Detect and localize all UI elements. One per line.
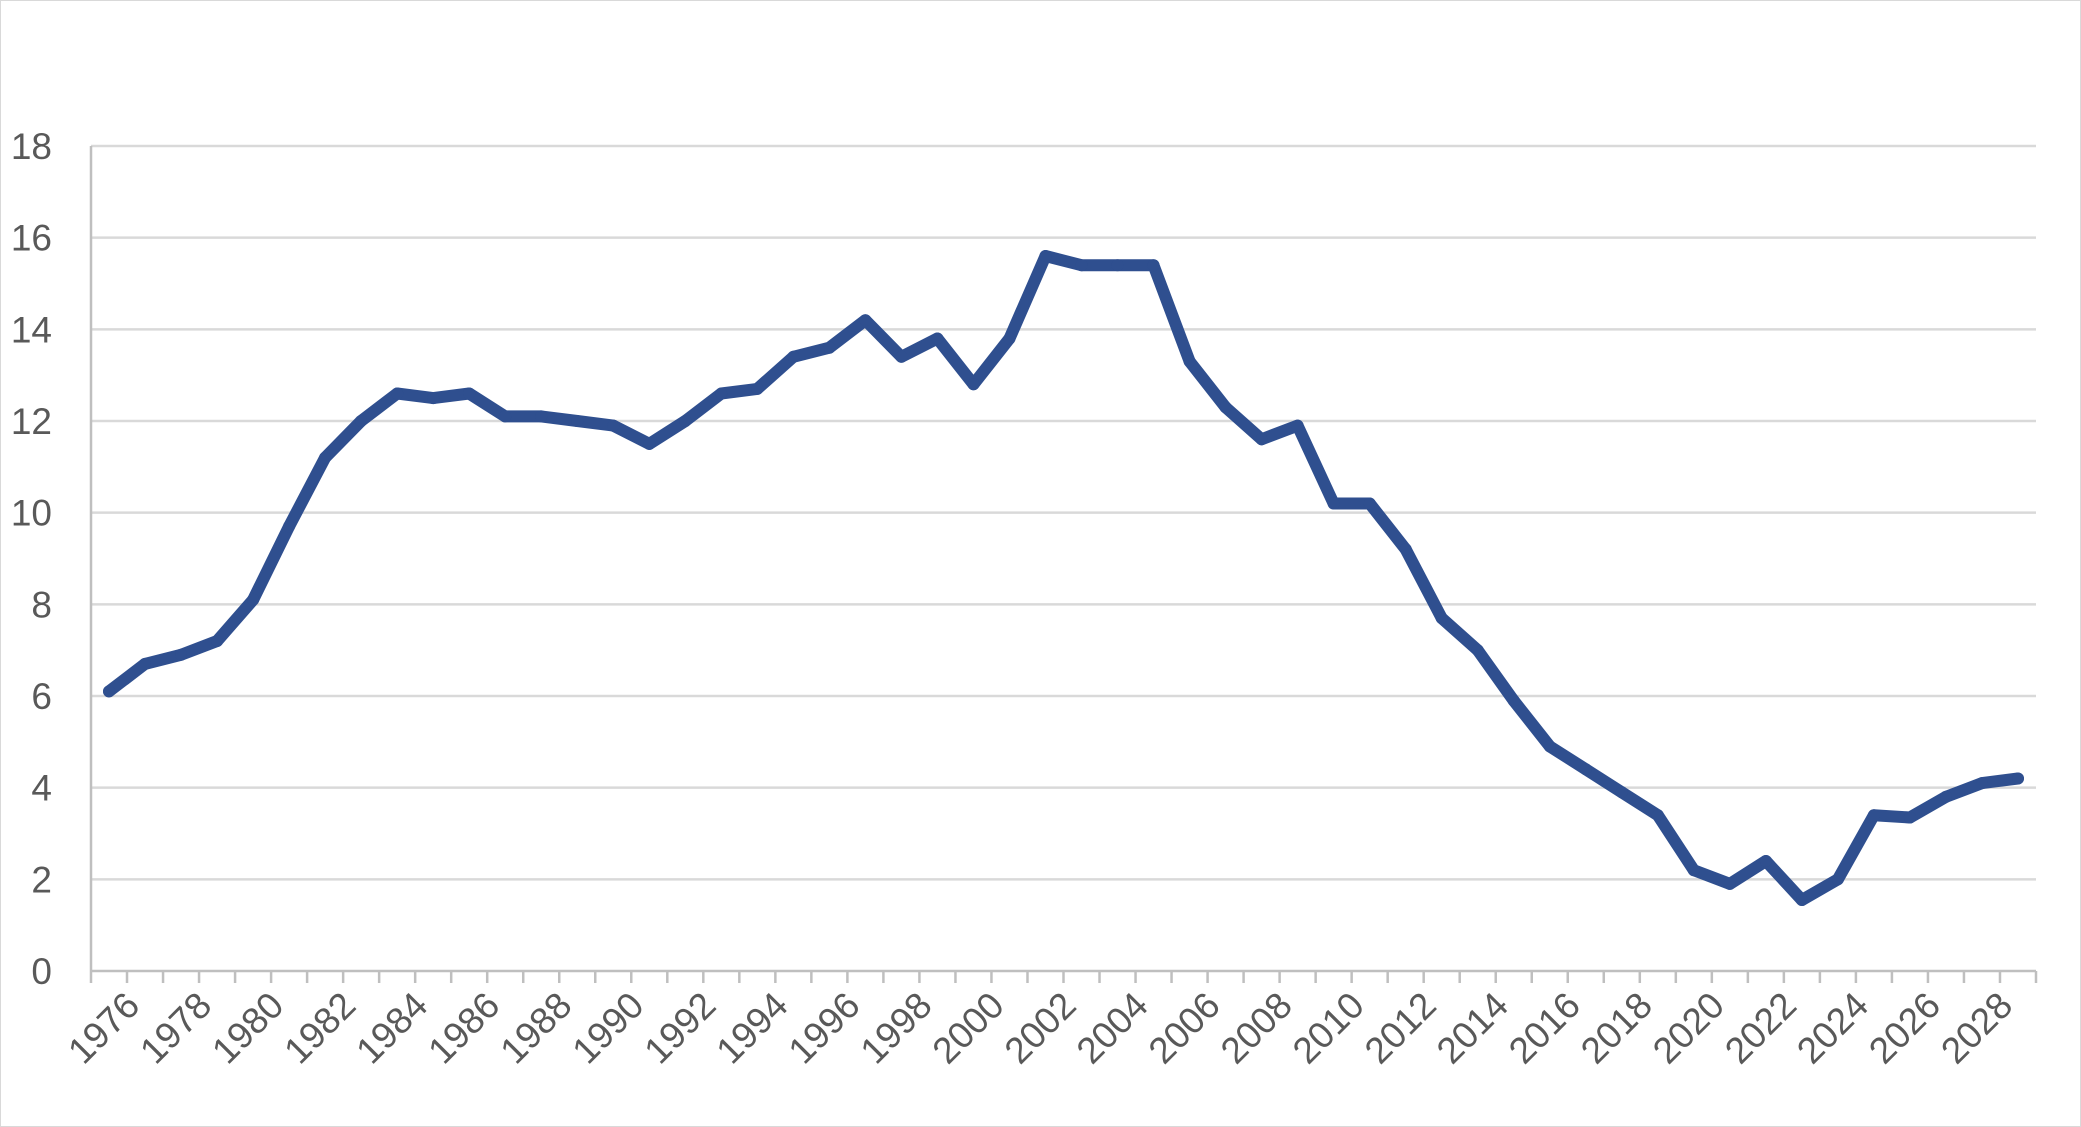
x-tick-label: 1986 [420,984,507,1071]
data-point-2028 [1976,777,1988,790]
data-point-1980 [247,593,260,606]
data-point-2001 [1003,332,1016,345]
data-point-1986 [463,387,476,400]
series-line-0 [103,250,2024,906]
x-tick-label: 2004 [1069,984,1156,1071]
data-point-2015 [1507,694,1520,707]
data-point-1989 [571,415,584,427]
x-tick-label: 1982 [276,984,363,1071]
data-point-2005 [1147,259,1160,272]
data-point-1978 [175,648,187,661]
x-axis-tick-labels: 1976197819801982198419861988199019921994… [60,984,2020,1071]
x-tick-label: 2026 [1861,984,1948,1071]
x-tick-label: 1984 [348,984,435,1071]
y-tick-label: 10 [11,493,52,534]
data-point-2019 [1651,809,1664,822]
x-tick-label: 1996 [781,984,868,1071]
x-tick-label: 1976 [60,984,147,1071]
x-tick-label: 2002 [997,984,1084,1071]
data-point-1996 [823,341,836,354]
x-tick-label: 2010 [1285,984,1372,1071]
x-tick-label: 2028 [1933,984,2020,1071]
x-tick-label: 2000 [925,984,1012,1071]
data-point-2008 [1255,433,1268,446]
x-tick-label: 2014 [1429,984,1516,1071]
data-point-1999 [931,332,944,345]
data-point-1994 [751,382,764,395]
data-point-2025 [1867,809,1880,822]
data-point-2016 [1543,740,1556,753]
data-point-2023 [1795,894,1808,906]
data-point-2011 [1363,497,1376,510]
data-point-1995 [787,350,800,363]
data-point-2012 [1399,543,1412,556]
y-axis-tick-labels: 0 2 4 6 8 10 12 14 16 18 [11,126,52,992]
data-point-1997 [859,314,872,327]
y-tick-label: 0 [31,951,52,992]
data-point-2003 [1075,259,1088,272]
x-tick-label: 1988 [492,984,579,1071]
y-tick-label: 4 [31,768,52,809]
x-tick-label: 1990 [564,984,651,1071]
data-point-1982 [319,451,332,464]
x-tick-label: 2020 [1645,984,1732,1071]
data-point-1983 [355,415,368,427]
data-point-2017 [1579,763,1592,776]
data-point-2014 [1471,644,1484,657]
data-point-1984 [391,387,404,400]
data-point-2006 [1183,355,1196,368]
y-tick-label: 18 [11,126,52,167]
x-tick-label: 2016 [1501,984,1588,1071]
data-point-1985 [427,392,440,405]
x-tick-label: 2024 [1789,984,1876,1071]
data-point-2022 [1759,855,1772,867]
y-tick-label: 12 [11,401,52,442]
x-tick-label: 1994 [708,984,795,1071]
x-tick-label: 2022 [1717,984,1804,1071]
data-point-1991 [643,437,656,450]
data-point-2018 [1615,786,1628,799]
data-point-2007 [1219,401,1232,414]
data-point-1992 [679,415,692,427]
data-point-2010 [1327,497,1340,510]
data-point-2026 [1903,811,1916,824]
x-tick-label: 2006 [1141,984,1228,1071]
y-tick-label: 2 [31,859,52,900]
data-point-1988 [535,410,548,423]
data-point-2013 [1435,612,1448,625]
data-point-2021 [1723,877,1736,890]
data-point-1993 [715,387,728,400]
x-tick-label: 2018 [1573,984,1660,1071]
data-point-2009 [1291,419,1304,432]
data-point-2027 [1940,790,1952,803]
data-point-1979 [211,635,224,647]
y-tick-label: 6 [31,676,52,717]
x-tick-label: 2012 [1357,984,1444,1071]
data-point-2002 [1039,250,1052,262]
x-tick-label: 2008 [1213,984,1300,1071]
x-tick-label: 1978 [132,984,219,1071]
data-point-1981 [283,520,296,533]
data-point-2004 [1111,259,1124,272]
data-point-1977 [139,657,151,670]
data-point-1976 [103,685,115,698]
x-tick-label: 1980 [204,984,291,1071]
data-point-2024 [1831,873,1844,886]
data-point-1998 [895,350,908,363]
series-layer [103,250,2024,906]
data-point-2020 [1687,864,1700,877]
data-point-2000 [967,378,980,391]
x-tick-label: 1992 [636,984,723,1071]
y-tick-label: 16 [11,218,52,259]
data-point-2029 [2012,772,2024,785]
data-point-1987 [499,410,512,423]
axes [89,146,2038,983]
y-tick-label: 8 [31,584,52,625]
x-tick-label: 1998 [853,984,940,1071]
data-point-1990 [607,419,620,432]
y-tick-label: 14 [11,309,52,350]
